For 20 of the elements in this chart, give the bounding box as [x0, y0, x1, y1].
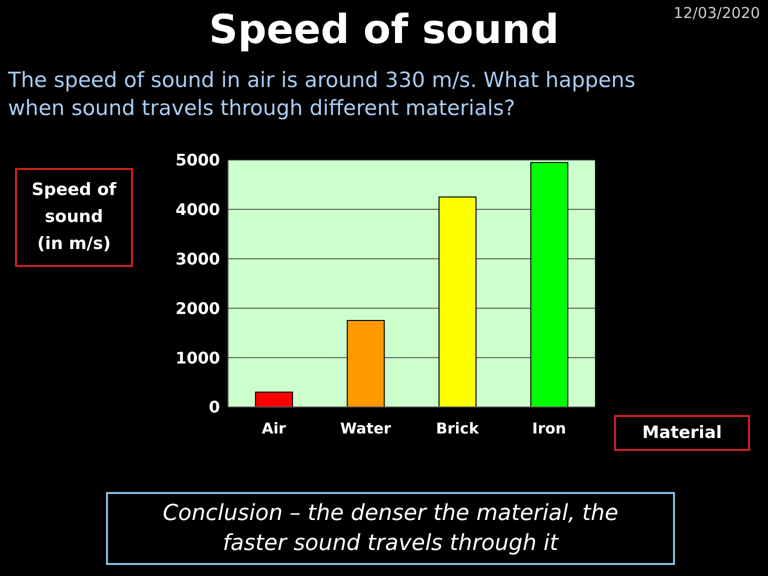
y-tick-label: 4000: [175, 200, 220, 220]
x-tick-label: Brick: [436, 420, 480, 438]
chart-title: Speed of sound: [209, 7, 559, 53]
bar: [438, 196, 477, 407]
chart-subtitle: The speed of sound in air is around 330 m/s. What happens when sound travels through different materials?: [8, 68, 636, 120]
y-tick-label: 0: [208, 398, 220, 417]
y-tick-label: 5000: [175, 150, 220, 170]
x-axis-title: Material: [642, 423, 722, 443]
y-tick-label: 2000: [175, 298, 220, 318]
bar: [346, 320, 385, 407]
x-tick-label: Water: [340, 420, 392, 438]
y-axis-title: Speed of sound (in m/s): [32, 180, 116, 254]
text: 12/03/2020: [674, 4, 760, 22]
x-tick-label: Air: [262, 420, 287, 438]
y-tick-label: 1000: [175, 348, 220, 368]
bar: [530, 162, 568, 407]
text: Conclusion – the denser the material, the faster sound travels through it: [162, 500, 618, 556]
x-tick-label: Iron: [532, 420, 566, 438]
bar: [255, 392, 294, 407]
y-tick-label: 3000: [175, 249, 220, 268]
